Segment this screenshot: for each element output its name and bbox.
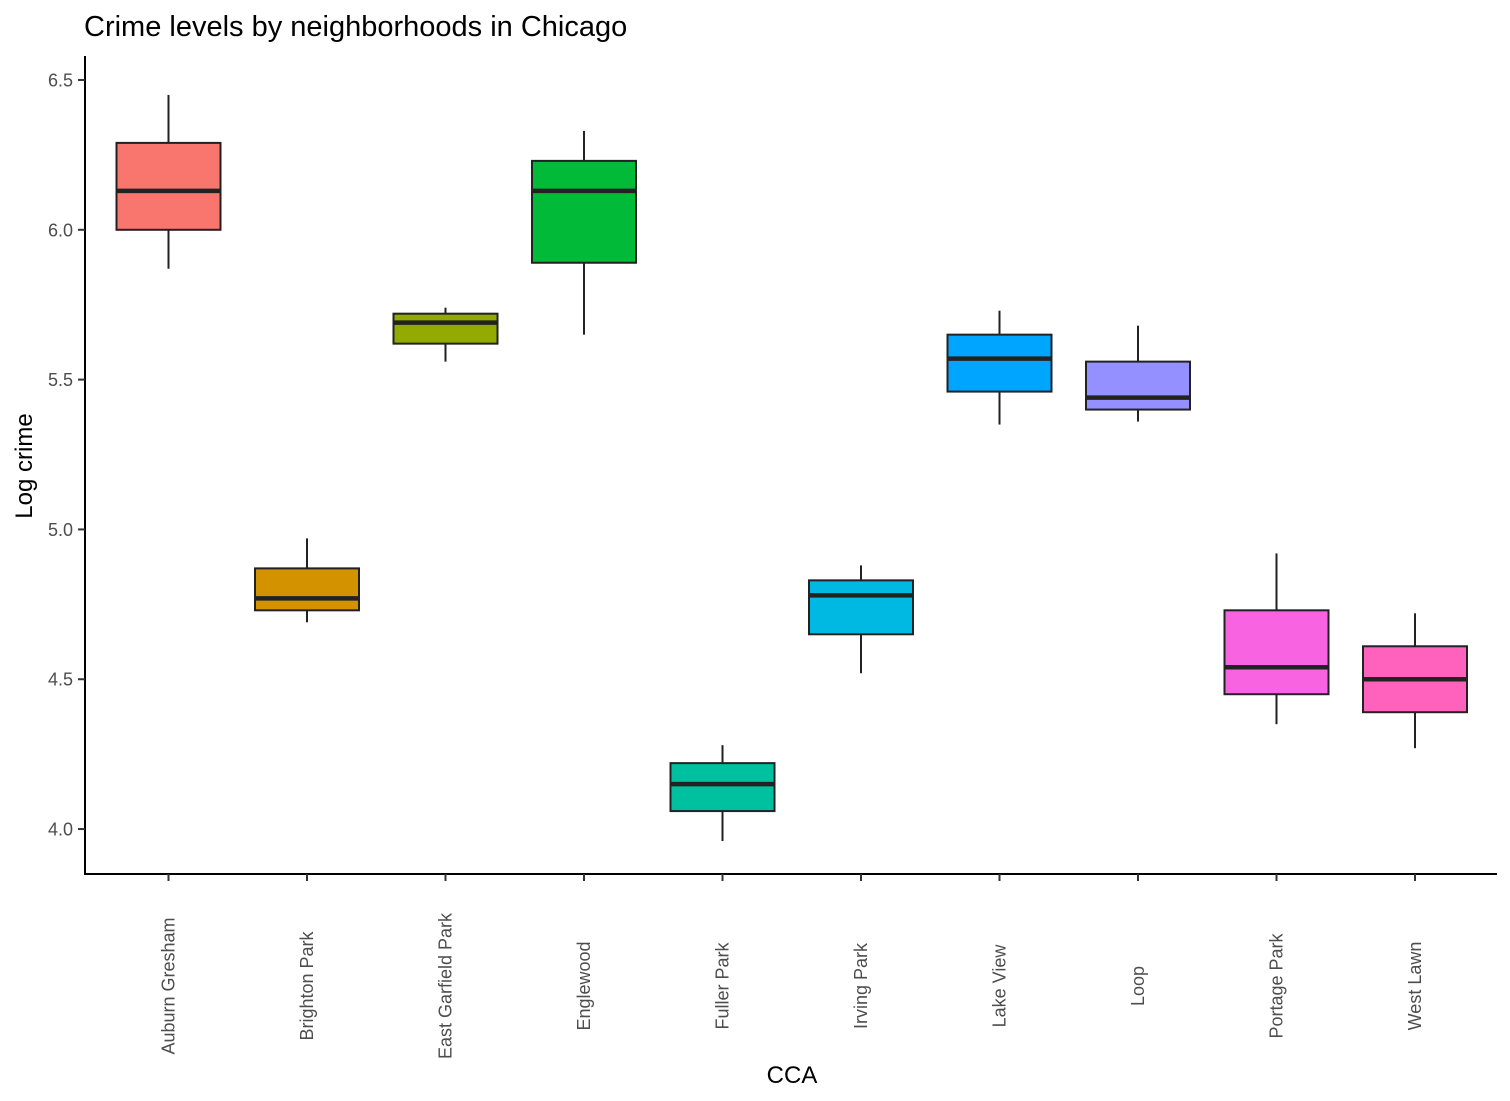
x-tick-label: Auburn Gresham (159, 917, 179, 1054)
box-loop (1085, 325, 1191, 422)
x-tick-label: West Lawn (1405, 942, 1425, 1031)
box-body (669, 762, 776, 813)
y-tick-label: 4.5 (48, 670, 73, 690)
y-tick-label: 4.0 (48, 820, 73, 840)
box-englewood (531, 130, 637, 335)
x-tick-label: Brighton Park (297, 930, 317, 1040)
box-lake-view (946, 310, 1053, 425)
x-tick-label: Lake View (990, 944, 1010, 1028)
plot-area (115, 94, 1468, 842)
y-axis: 4.0 4.5 5.0 5.5 6.0 6.5 (48, 70, 85, 840)
y-tick-label: 6.0 (48, 220, 73, 240)
box-body (254, 567, 360, 612)
y-tick-label: 5.5 (48, 370, 73, 390)
box-auburn-gresham (115, 94, 222, 269)
box-body (808, 579, 914, 636)
box-east-garfield-park (392, 307, 499, 362)
box-body (531, 159, 637, 264)
x-tick-label: Irving Park (851, 942, 871, 1029)
box-brighton-park (254, 538, 360, 623)
x-tick-label: Fuller Park (713, 941, 733, 1029)
box-west-lawn (1362, 613, 1468, 749)
chart-title: Crime levels by neighborhoods in Chicago (84, 11, 627, 43)
box-body (1085, 360, 1191, 411)
box-body (115, 141, 222, 231)
x-axis-title: CCA (767, 1062, 818, 1089)
box-body (392, 312, 499, 345)
box-portage-park (1223, 553, 1330, 725)
y-axis-title: Log crime (11, 413, 38, 518)
box-body (1223, 609, 1330, 696)
box-irving-park (808, 565, 914, 674)
x-tick-label: Portage Park (1267, 932, 1287, 1038)
box-body (946, 333, 1053, 393)
x-tick-label: Loop (1128, 966, 1148, 1006)
x-tick-label: East Garfield Park (436, 912, 456, 1059)
y-tick-label: 5.0 (48, 520, 73, 540)
x-axis: Auburn Gresham Brighton Park East Garfield… (159, 874, 1425, 1059)
x-tick-label: Englewood (574, 941, 594, 1030)
box-fuller-park (669, 745, 776, 842)
y-tick-label: 6.5 (48, 70, 73, 90)
